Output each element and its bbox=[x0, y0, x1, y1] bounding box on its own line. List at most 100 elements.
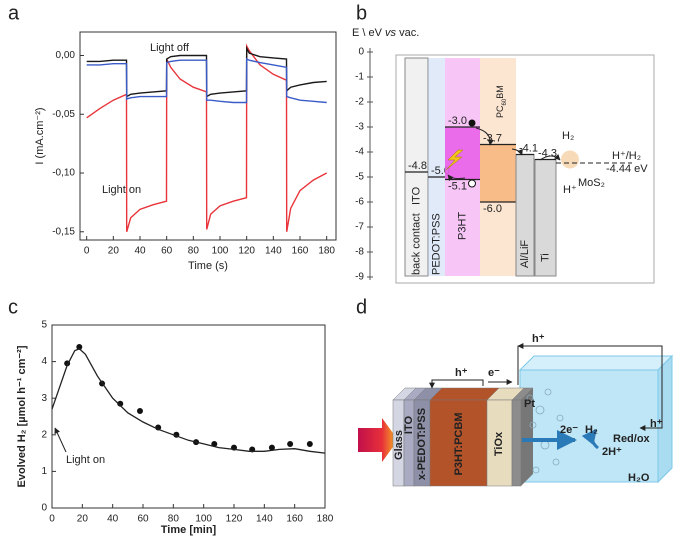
x-tick-label: 20 bbox=[77, 514, 89, 525]
x-tick-label: 160 bbox=[292, 246, 309, 257]
y-tick-label: -0,15 bbox=[52, 226, 75, 237]
hole-path bbox=[429, 379, 484, 389]
data-line bbox=[86, 43, 328, 232]
data-point bbox=[136, 408, 143, 415]
layer-label: ITO bbox=[403, 415, 415, 434]
layer bbox=[428, 58, 445, 276]
layer-name: Al/LiF bbox=[519, 240, 531, 268]
level-label: -4.1 bbox=[519, 142, 538, 154]
y-tick-label: -2 bbox=[355, 97, 364, 108]
data-point bbox=[287, 440, 294, 447]
y-tick-label: -9 bbox=[355, 272, 364, 283]
level-label: -4.8 bbox=[408, 160, 427, 172]
y-tick-label: 4 bbox=[41, 356, 47, 367]
layer-name-part: PC bbox=[495, 105, 505, 118]
bubble bbox=[529, 421, 537, 429]
water-top bbox=[518, 355, 674, 371]
bubble bbox=[526, 394, 534, 402]
layer-label: P3HT:PCBM bbox=[453, 413, 465, 476]
layer-label: Glass bbox=[393, 430, 405, 460]
catalyst bbox=[561, 150, 579, 169]
flow-arrow bbox=[539, 154, 561, 161]
annotation: Light off bbox=[150, 42, 190, 54]
species: H⁺ bbox=[563, 184, 577, 196]
y-tick-label: 2 bbox=[41, 429, 47, 440]
plot-frame bbox=[51, 324, 326, 509]
x-tick-label: 60 bbox=[161, 246, 173, 257]
x-tick-label: 100 bbox=[212, 246, 229, 257]
slab bbox=[486, 399, 513, 487]
y-tick-label: -5 bbox=[355, 172, 364, 183]
y-tick-label: -1 bbox=[355, 72, 364, 83]
x-tick-label: 60 bbox=[137, 514, 149, 525]
y-tick-label: -0,10 bbox=[52, 168, 75, 179]
x-tick-label: 80 bbox=[168, 514, 180, 525]
diagram-label: 2H⁺ bbox=[602, 446, 622, 458]
x-tick-label: 0 bbox=[49, 514, 55, 525]
layer-name-part: BM bbox=[495, 85, 505, 99]
x-tick-label: 160 bbox=[286, 514, 303, 525]
x-tick-label: 40 bbox=[107, 514, 119, 525]
redox-label: -4.44 eV bbox=[606, 163, 648, 175]
x-tick-label: 20 bbox=[108, 246, 120, 257]
x-tick-label: 80 bbox=[188, 246, 200, 257]
x-axis-title: Time [min] bbox=[161, 524, 217, 536]
diagram-label: H₂O bbox=[628, 472, 650, 484]
reaction-arrow bbox=[581, 428, 599, 450]
y-axis-title: I (mA.cm⁻²) bbox=[34, 107, 46, 164]
x-axis-title: Time (s) bbox=[188, 260, 228, 272]
x-tick-label: 180 bbox=[318, 246, 335, 257]
level-label: -6.0 bbox=[483, 203, 502, 215]
slab bbox=[403, 399, 415, 487]
flow-arrow bbox=[475, 127, 494, 146]
annotation-arrow bbox=[54, 427, 67, 453]
diagram-frame bbox=[395, 54, 655, 284]
layer-name: back contact bbox=[410, 213, 422, 275]
x-tick-label: 140 bbox=[265, 246, 282, 257]
layer-name: PC60BM bbox=[495, 85, 507, 118]
diagram-label: h⁺ bbox=[650, 418, 663, 430]
y-tick-label: -7 bbox=[355, 222, 364, 233]
y-tick-label: -3 bbox=[355, 122, 364, 133]
electron bbox=[468, 119, 476, 127]
data-point bbox=[76, 343, 83, 350]
slab bbox=[511, 399, 522, 487]
level-label: -4.3 bbox=[538, 147, 557, 159]
layer-label: x-PEDOT:PSS bbox=[416, 408, 428, 480]
diagram-label: 2e⁻ bbox=[560, 424, 578, 436]
light-beam bbox=[358, 418, 398, 462]
level-label: -5.1 bbox=[448, 180, 467, 192]
layer-name: ITO bbox=[410, 186, 422, 205]
x-tick-label: 180 bbox=[317, 514, 334, 525]
data-point bbox=[117, 400, 124, 407]
data-point bbox=[211, 440, 218, 447]
y-tick-label: -6 bbox=[355, 197, 364, 208]
x-tick-label: 100 bbox=[195, 514, 212, 525]
y-tick-label: 5 bbox=[41, 320, 47, 331]
y-axis-title: E \ eV vs vac. bbox=[352, 27, 419, 39]
data-line bbox=[86, 57, 327, 104]
diagram-label: e⁻ bbox=[488, 367, 500, 379]
panel-label: c bbox=[8, 296, 18, 318]
layer-name: Ti bbox=[539, 253, 551, 262]
x-tick-label: 120 bbox=[238, 246, 255, 257]
outer-hole-path bbox=[517, 345, 663, 431]
catalyst-label: MoS₂ bbox=[578, 177, 605, 189]
diagram-label: Red/ox bbox=[613, 433, 651, 445]
data-point bbox=[268, 444, 275, 451]
light-bolt bbox=[445, 149, 464, 171]
bubble bbox=[552, 458, 560, 466]
hole bbox=[468, 179, 476, 188]
panel-label: a bbox=[8, 2, 20, 24]
level-label: -3.0 bbox=[448, 115, 467, 127]
layer-name: PEDOT:PSS bbox=[430, 213, 442, 275]
x-tick-label: 40 bbox=[134, 246, 146, 257]
y-axis-title-part: vs bbox=[385, 27, 397, 39]
y-tick-label: 0,00 bbox=[56, 50, 76, 61]
x-tick-label: 120 bbox=[226, 514, 243, 525]
plot-frame bbox=[79, 31, 337, 241]
y-tick-label: 3 bbox=[41, 393, 47, 404]
diagram-label: Pt bbox=[524, 398, 535, 410]
panel-label: d bbox=[356, 296, 367, 318]
